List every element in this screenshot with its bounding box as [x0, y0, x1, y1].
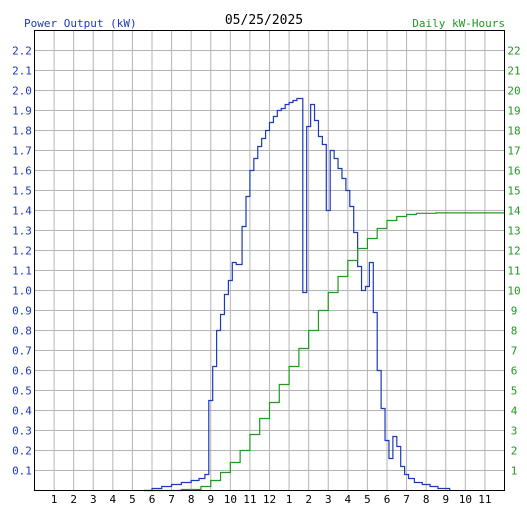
x-axis-tick-label: 7	[168, 493, 175, 506]
right-axis-tick-label: 8	[511, 325, 518, 338]
chart-title: 05/25/2025	[225, 13, 303, 28]
left-axis-tick-label: 1.7	[12, 145, 32, 158]
x-axis-tick-label: 5	[364, 493, 371, 506]
right-axis-tick-label: 11	[507, 265, 520, 278]
right-axis-tick-label: 20	[507, 85, 520, 98]
power-output-series-line	[144, 97, 451, 492]
right-axis-tick-label: 13	[507, 225, 520, 238]
left-axis-tick-label: 2.0	[12, 85, 32, 98]
x-axis-tick-label: 7	[403, 493, 410, 506]
left-axis-tick-label: 0.1	[12, 465, 32, 478]
x-axis-tick-label: 2	[305, 493, 312, 506]
right-axis-tick-label: 21	[507, 65, 520, 78]
x-axis-tick-label: 6	[149, 493, 156, 506]
right-axis-tick-label: 17	[507, 145, 520, 158]
x-axis-tick-label: 10	[224, 493, 237, 506]
right-axis-tick-label: 18	[507, 125, 520, 138]
right-axis-tick-label: 12	[507, 245, 520, 258]
right-axis-tick-label: 19	[507, 105, 520, 118]
x-axis-tick-label: 2	[70, 493, 77, 506]
left-axis-tick-label: 1.5	[12, 185, 32, 198]
right-axis-tick-label: 1	[511, 465, 518, 478]
right-axis-label: Daily kW-Hours	[412, 17, 505, 30]
x-axis-tick-label: 5	[129, 493, 136, 506]
x-axis-tick-label: 4	[110, 493, 117, 506]
right-axis-tick-label: 14	[507, 205, 521, 218]
x-axis-tick-label: 3	[325, 493, 332, 506]
plot-frame	[34, 30, 505, 491]
right-axis-tick-label: 10	[507, 285, 520, 298]
left-axis-tick-label: 1.2	[12, 245, 32, 258]
daily-kwh-series-line	[144, 212, 505, 492]
x-axis-tick-label: 1	[51, 493, 58, 506]
left-axis-tick-label: 0.7	[12, 345, 32, 358]
left-axis-tick-label: 2.1	[12, 65, 32, 78]
x-axis-tick-label: 1	[286, 493, 293, 506]
right-axis-tick-label: 15	[507, 185, 520, 198]
right-axis-tick-label: 3	[511, 425, 518, 438]
left-axis-tick-label: 1.9	[12, 105, 32, 118]
left-axis-tick-label: 0.3	[12, 425, 32, 438]
left-axis-tick-label: 0.6	[12, 365, 32, 378]
right-axis-tick-label: 16	[507, 165, 520, 178]
left-axis-tick-label: 1.8	[12, 125, 32, 138]
x-axis-tick-label: 8	[423, 493, 430, 506]
x-axis-tick-label: 6	[384, 493, 391, 506]
left-axis-tick-label: 0.9	[12, 305, 32, 318]
x-axis-tick-label: 4	[345, 493, 352, 506]
x-axis-tick-label: 3	[90, 493, 97, 506]
right-axis-tick-label: 5	[511, 385, 518, 398]
left-axis-tick-label: 1.0	[12, 285, 32, 298]
left-axis-tick-label: 1.6	[12, 165, 32, 178]
right-axis-tick-label: 22	[507, 45, 520, 58]
x-axis-tick-label: 11	[243, 493, 256, 506]
x-axis-tick-label: 11	[478, 493, 491, 506]
left-axis-tick-label: 0.5	[12, 385, 32, 398]
x-axis-tick-label: 9	[442, 493, 449, 506]
left-axis-tick-label: 0.2	[12, 445, 32, 458]
x-axis-tick-label: 10	[459, 493, 472, 506]
right-axis-tick-label: 6	[511, 365, 518, 378]
left-axis-tick-label: 2.2	[12, 45, 32, 58]
x-axis-tick-label: 12	[263, 493, 276, 506]
left-axis-tick-label: 1.4	[12, 205, 32, 218]
x-axis-tick-label: 9	[207, 493, 214, 506]
right-axis-tick-label: 4	[511, 405, 518, 418]
right-axis-tick-label: 2	[511, 445, 518, 458]
left-axis-tick-label: 0.4	[12, 405, 32, 418]
left-axis-tick-label: 1.1	[12, 265, 32, 278]
left-axis-label: Power Output (kW)	[24, 17, 137, 30]
x-axis-tick-label: 8	[188, 493, 195, 506]
left-axis-tick-label: 1.3	[12, 225, 32, 238]
right-axis-tick-label: 9	[511, 305, 518, 318]
left-axis-tick-label: 0.8	[12, 325, 32, 338]
right-axis-tick-label: 7	[511, 345, 518, 358]
